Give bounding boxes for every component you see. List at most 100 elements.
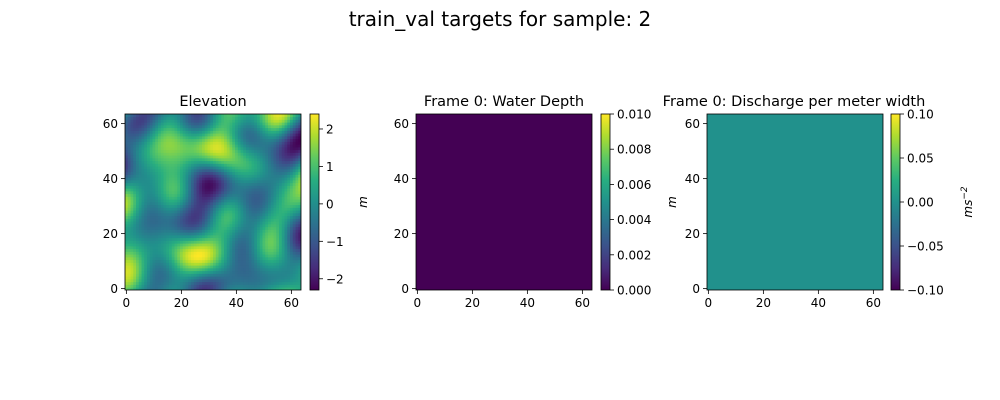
elevation-cell bbox=[188, 196, 192, 200]
elevation-cell bbox=[199, 254, 203, 258]
elevation-cell bbox=[262, 152, 266, 156]
elevation-cell bbox=[218, 116, 222, 120]
elevation-cell bbox=[210, 171, 214, 175]
elevation-cell bbox=[229, 248, 233, 252]
elevation-cell bbox=[265, 210, 269, 214]
elevation-cell bbox=[149, 119, 153, 123]
elevation-cell bbox=[215, 218, 219, 222]
elevation-cell bbox=[163, 169, 167, 173]
elevation-cell bbox=[166, 254, 170, 258]
elevation-cell bbox=[125, 133, 129, 137]
elevation-cell bbox=[125, 210, 129, 214]
elevation-cell bbox=[279, 125, 283, 129]
elevation-cell bbox=[298, 248, 301, 252]
elevation-cell bbox=[182, 235, 186, 239]
elevation-cell bbox=[221, 169, 225, 173]
elevation-cell bbox=[268, 155, 272, 159]
elevation-cell bbox=[152, 246, 156, 250]
elevation-cell bbox=[279, 270, 283, 274]
elevation-cell bbox=[292, 281, 296, 285]
elevation-cell bbox=[215, 254, 219, 258]
elevation-cell bbox=[270, 125, 274, 129]
elevation-cell bbox=[265, 281, 269, 285]
elevation-cell bbox=[196, 254, 200, 258]
elevation-cell bbox=[281, 262, 285, 266]
elevation-cell bbox=[210, 119, 214, 123]
elevation-cell bbox=[218, 141, 222, 145]
elevation-cell bbox=[169, 116, 173, 120]
water-depth-colorbar-tick-label: 0.006 bbox=[617, 178, 651, 192]
elevation-cell bbox=[147, 287, 151, 290]
elevation-cell bbox=[224, 240, 228, 244]
elevation-cell bbox=[188, 213, 192, 217]
elevation-cell bbox=[169, 169, 173, 173]
elevation-cell bbox=[265, 279, 269, 283]
elevation-cell bbox=[174, 240, 178, 244]
elevation-cell bbox=[287, 149, 291, 153]
elevation-cell bbox=[163, 116, 167, 120]
elevation-cell bbox=[196, 166, 200, 170]
elevation-cell bbox=[174, 122, 178, 126]
elevation-cell bbox=[273, 251, 277, 255]
elevation-cell bbox=[177, 138, 181, 142]
elevation-cell bbox=[188, 136, 192, 140]
elevation-cell bbox=[188, 224, 192, 228]
elevation-cell bbox=[127, 180, 131, 184]
elevation-cell bbox=[144, 251, 148, 255]
elevation-cell bbox=[237, 257, 241, 261]
water-depth-colorbar-tick-label: 0.008 bbox=[617, 143, 651, 157]
elevation-cell bbox=[268, 125, 272, 129]
elevation-cell bbox=[188, 144, 192, 148]
elevation-cell bbox=[144, 166, 148, 170]
elevation-cell bbox=[213, 235, 217, 239]
discharge-heatmap bbox=[707, 114, 883, 290]
elevation-cell bbox=[257, 276, 261, 280]
elevation-cell bbox=[196, 122, 200, 126]
elevation-cell bbox=[292, 119, 296, 123]
elevation-cell bbox=[295, 174, 299, 178]
elevation-cell bbox=[133, 177, 137, 181]
elevation-cell bbox=[251, 180, 255, 184]
elevation-cell bbox=[257, 204, 261, 208]
elevation-cell bbox=[279, 224, 283, 228]
elevation-cell bbox=[243, 276, 247, 280]
elevation-cell bbox=[210, 125, 214, 129]
elevation-cell bbox=[232, 174, 236, 178]
elevation-cell bbox=[182, 243, 186, 247]
elevation-cell bbox=[290, 281, 294, 285]
elevation-cell bbox=[235, 218, 239, 222]
elevation-cell bbox=[218, 160, 222, 164]
elevation-cell bbox=[224, 215, 228, 219]
elevation-cell bbox=[130, 193, 134, 197]
elevation-cell bbox=[149, 141, 153, 145]
elevation-cell bbox=[273, 254, 277, 258]
elevation-cell bbox=[141, 160, 145, 164]
water-depth-x-tick-label: 20 bbox=[465, 296, 480, 310]
elevation-cell bbox=[265, 254, 269, 258]
elevation-cell bbox=[191, 229, 195, 233]
elevation-cell bbox=[202, 166, 206, 170]
elevation-cell bbox=[174, 147, 178, 151]
elevation-cell bbox=[221, 284, 225, 288]
elevation-cell bbox=[133, 160, 137, 164]
elevation-cell bbox=[232, 114, 236, 118]
elevation-cell bbox=[133, 171, 137, 175]
elevation-cell bbox=[188, 158, 192, 162]
elevation-cell bbox=[276, 171, 280, 175]
elevation-cell bbox=[127, 130, 131, 134]
elevation-cell bbox=[287, 147, 291, 151]
elevation-cell bbox=[259, 136, 263, 140]
elevation-cell bbox=[210, 166, 214, 170]
elevation-cell bbox=[166, 259, 170, 263]
elevation-cell bbox=[240, 166, 244, 170]
elevation-cell bbox=[144, 235, 148, 239]
elevation-cell bbox=[182, 270, 186, 274]
elevation-cell bbox=[136, 237, 140, 241]
elevation-cell bbox=[229, 163, 233, 167]
elevation-cell bbox=[191, 202, 195, 206]
elevation-cell bbox=[246, 204, 250, 208]
elevation-cell bbox=[133, 116, 137, 120]
elevation-cell bbox=[169, 174, 173, 178]
elevation-cell bbox=[287, 193, 291, 197]
elevation-cell bbox=[268, 273, 272, 277]
